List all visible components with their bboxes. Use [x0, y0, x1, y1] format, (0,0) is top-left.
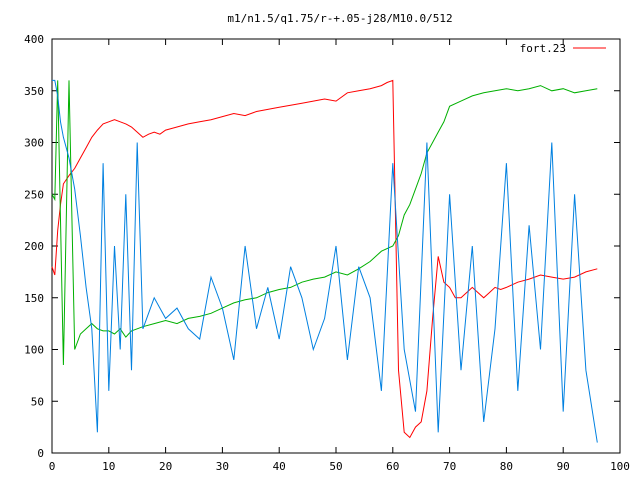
series-line-1	[51, 79, 598, 439]
x-tick-label: 40	[273, 460, 286, 473]
axes: 0 10 20 30 40 50 60 70 80 90 100 0 50 100 150 200 250 300…	[24, 33, 630, 473]
x-tick-label: 30	[216, 460, 229, 473]
y-tick-label: 250	[24, 188, 44, 201]
series-layer	[51, 79, 598, 443]
series-line-2	[51, 80, 598, 366]
legend-label: fort.23	[520, 42, 566, 55]
x-tick-label: 70	[443, 460, 456, 473]
y-tick-label: 300	[24, 137, 44, 150]
series-line-3	[52, 79, 598, 443]
legend: fort.23	[520, 42, 606, 55]
x-tick-label: 50	[329, 460, 342, 473]
y-tick-label: 50	[31, 395, 44, 408]
x-tick-label: 10	[102, 460, 115, 473]
y-tick-label: 0	[37, 447, 44, 460]
x-tick-label: 60	[386, 460, 399, 473]
y-tick-label: 200	[24, 240, 44, 253]
x-tick-label: 90	[557, 460, 570, 473]
x-tick-label: 20	[159, 460, 172, 473]
chart-title: m1/n1.5/q1.75/r-+.05-j28/M10.0/512	[227, 12, 452, 25]
y-tick-label: 100	[24, 344, 44, 357]
y-tick-label: 150	[24, 292, 44, 305]
x-tick-label: 0	[49, 460, 56, 473]
y-tick-label: 350	[24, 85, 44, 98]
x-tick-label: 100	[610, 460, 630, 473]
x-tick-label: 80	[500, 460, 513, 473]
y-tick-label: 400	[24, 33, 44, 46]
